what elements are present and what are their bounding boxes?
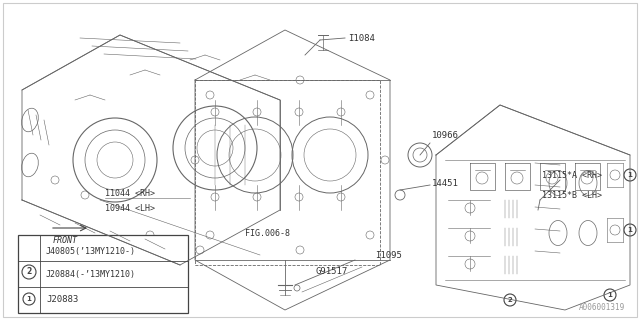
Text: J20883: J20883 bbox=[46, 294, 78, 303]
Text: 10944 <LH>: 10944 <LH> bbox=[105, 204, 155, 212]
Text: FIG.006-8: FIG.006-8 bbox=[245, 228, 290, 237]
Text: 2: 2 bbox=[508, 297, 513, 303]
Text: G91517: G91517 bbox=[315, 268, 348, 276]
Text: 11044 <RH>: 11044 <RH> bbox=[105, 188, 155, 197]
Text: FRONT: FRONT bbox=[53, 236, 78, 244]
Text: A006001319: A006001319 bbox=[579, 303, 625, 312]
Text: 1: 1 bbox=[607, 292, 612, 298]
Text: 13115*B <LH>: 13115*B <LH> bbox=[542, 190, 602, 199]
Text: I1084: I1084 bbox=[348, 34, 375, 43]
Bar bbox=[18, 235, 188, 313]
Text: 1: 1 bbox=[628, 227, 632, 233]
Text: J20884(-’13MY1210): J20884(-’13MY1210) bbox=[46, 269, 136, 278]
Text: 14451: 14451 bbox=[432, 179, 459, 188]
Text: 1: 1 bbox=[27, 296, 31, 302]
Text: J40805(’13MY1210-): J40805(’13MY1210-) bbox=[46, 246, 136, 255]
Text: 13115*A <RH>: 13115*A <RH> bbox=[542, 171, 602, 180]
Text: 2: 2 bbox=[26, 268, 31, 276]
Bar bbox=[195, 80, 380, 265]
Text: 10966: 10966 bbox=[432, 131, 459, 140]
Text: 1: 1 bbox=[628, 172, 632, 178]
Text: I1095: I1095 bbox=[375, 251, 402, 260]
